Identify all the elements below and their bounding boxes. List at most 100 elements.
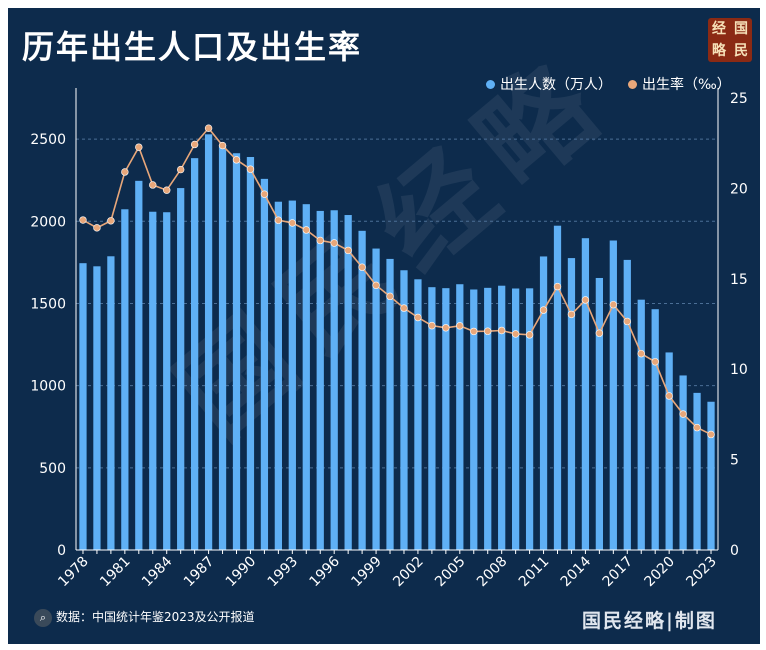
birth-rate-point	[442, 324, 450, 332]
chart-title: 历年出生人口及出生率	[22, 28, 363, 66]
bar	[442, 288, 450, 550]
legend-bar-swatch	[486, 79, 495, 89]
birth-rate-point	[218, 141, 227, 150]
seal-char: 经	[712, 21, 726, 37]
bar	[553, 225, 562, 550]
x-tick-label: 1996	[307, 553, 344, 590]
legend-line-label: 出生率（‰）	[642, 77, 731, 93]
birth-rate-point	[400, 304, 408, 312]
bar	[512, 288, 520, 550]
y-right-tick-label: 20	[730, 181, 748, 197]
seal-char: 略	[712, 43, 726, 59]
x-tick-label: 1987	[181, 554, 218, 591]
y-left-tick-label: 1500	[30, 296, 66, 312]
birth-rate-point	[428, 321, 436, 330]
y-right-tick-label: 25	[730, 91, 748, 107]
bar	[316, 210, 324, 550]
birth-rate-point	[302, 226, 310, 234]
birth-rate-point	[456, 322, 464, 330]
birth-rate-point	[651, 358, 659, 366]
x-tick-label: 2011	[516, 554, 553, 591]
birth-rate-point	[260, 190, 269, 198]
birth-rate-point	[358, 263, 366, 271]
x-tick-label: 1990	[223, 554, 260, 591]
bar	[107, 256, 115, 550]
bar	[525, 288, 534, 550]
bar	[414, 279, 422, 550]
bar	[246, 157, 255, 551]
birth-rate-point	[595, 329, 604, 337]
bar	[428, 287, 436, 550]
birth-rate-point	[232, 156, 241, 164]
bar	[288, 200, 296, 550]
x-tick-label: 1981	[97, 554, 134, 591]
legend-item-bars[interactable]: 出生人数（万人）	[486, 74, 612, 94]
birth-rate-point	[470, 327, 478, 336]
x-tick-label: 1993	[265, 554, 302, 591]
birth-rate-point	[344, 246, 352, 255]
birth-rate-point	[623, 317, 631, 326]
birth-rate-point	[386, 292, 394, 301]
bar	[163, 212, 171, 550]
x-tick-label: 2002	[390, 554, 427, 591]
legend-bar-label: 出生人数（万人）	[500, 77, 612, 93]
birth-rate-line	[82, 126, 712, 436]
y-left-tick-label: 1000	[30, 379, 66, 395]
birth-rate-point	[525, 331, 534, 339]
x-tick-label: 2005	[432, 554, 469, 591]
bar	[567, 258, 576, 550]
bar	[191, 158, 199, 550]
birth-rate-point	[609, 300, 618, 309]
y-right-tick-label: 5	[730, 453, 739, 469]
y-left-tick-label: 2500	[30, 132, 66, 148]
seal-char: 民	[734, 43, 748, 59]
birth-rate-point	[316, 236, 324, 245]
bar	[121, 209, 129, 551]
birth-rate-point	[414, 313, 422, 322]
birth-rate-point	[274, 216, 283, 224]
bar	[637, 299, 645, 550]
birth-rate-point	[567, 310, 576, 319]
bar	[679, 375, 687, 550]
x-tick-label: 2023	[683, 554, 720, 591]
brand-credit: 国民经略|制图	[582, 610, 717, 632]
lens-icon[interactable]: ⌕	[34, 608, 52, 627]
bar	[456, 284, 464, 550]
legend-item-line[interactable]: 出生率（‰）	[628, 74, 731, 94]
chart-frame: 国民经略 历年出生人口及出生率 经 国 略 民 出生人数（万人） 出生率（‰） …	[8, 8, 760, 644]
x-tick-label: 2020	[641, 554, 678, 591]
bar	[651, 309, 659, 550]
x-tick-label: 2008	[474, 554, 511, 591]
legend-line-swatch	[628, 79, 637, 89]
bar	[623, 259, 631, 550]
bar	[344, 215, 352, 550]
birth-rate-point	[679, 410, 687, 418]
x-tick-label: 2014	[558, 553, 595, 590]
bar	[274, 201, 282, 551]
bar	[400, 270, 408, 550]
y-right-tick-label: 15	[730, 272, 748, 288]
birth-rate-point	[484, 327, 492, 335]
birth-rate-point	[539, 306, 548, 314]
birth-rate-point	[511, 330, 520, 338]
bar	[358, 230, 366, 550]
birth-rate-point	[497, 326, 506, 335]
bar	[302, 204, 310, 551]
bar	[79, 263, 87, 550]
logo-seal: 经 国 略 民	[708, 18, 752, 62]
birth-rate-point	[190, 140, 199, 149]
bar	[135, 180, 143, 550]
y-left-tick-label: 0	[57, 543, 66, 559]
bar	[470, 289, 478, 550]
legend: 出生人数（万人） 出生率（‰）	[486, 74, 731, 94]
bar	[232, 153, 241, 550]
source-note: ⌕ 数据：中国统计年鉴2023及公开报道	[34, 608, 255, 627]
birth-rate-point	[665, 392, 673, 400]
bar	[539, 256, 548, 550]
birth-rate-point	[107, 217, 115, 225]
bar	[204, 134, 213, 550]
birth-rate-point	[79, 216, 87, 224]
birth-rate-point	[135, 143, 143, 151]
bar	[707, 401, 715, 550]
